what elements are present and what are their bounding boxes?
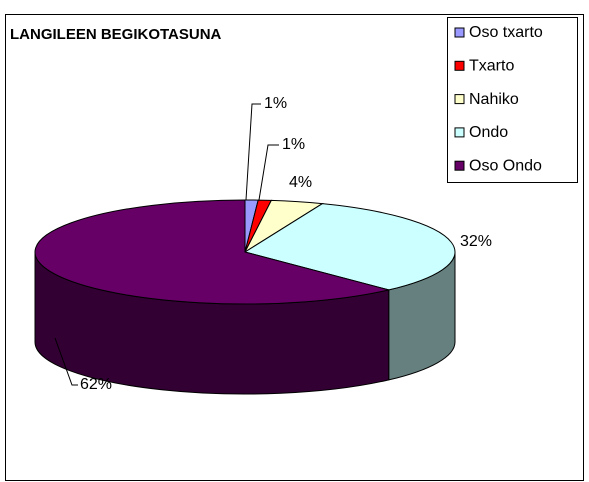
- leader-line: [54, 337, 78, 386]
- legend-label: Oso Ondo: [469, 157, 542, 174]
- data-label: 4%: [289, 174, 312, 191]
- leader-line: [258, 144, 279, 201]
- data-label: 1%: [282, 136, 305, 153]
- data-label: 32%: [460, 233, 492, 250]
- legend-swatch: [454, 160, 465, 171]
- legend-swatch: [454, 27, 465, 38]
- legend-label: Oso txarto: [469, 24, 543, 41]
- legend-box: [447, 17, 578, 183]
- pie-slice: [243, 203, 456, 291]
- chart-title: LANGILEEN BEGIKOTASUNA: [10, 26, 222, 43]
- legend-label: Txarto: [469, 58, 514, 75]
- legend-swatch: [454, 127, 465, 138]
- data-label: 1%: [264, 95, 287, 112]
- legend-label: Nahiko: [469, 91, 519, 108]
- legend-swatch: [454, 94, 465, 105]
- pie-slice: [34, 199, 389, 305]
- data-label: 62%: [80, 376, 112, 393]
- legend-label: Ondo: [469, 124, 508, 141]
- legend-swatch: [454, 60, 465, 71]
- leader-line: [245, 103, 261, 201]
